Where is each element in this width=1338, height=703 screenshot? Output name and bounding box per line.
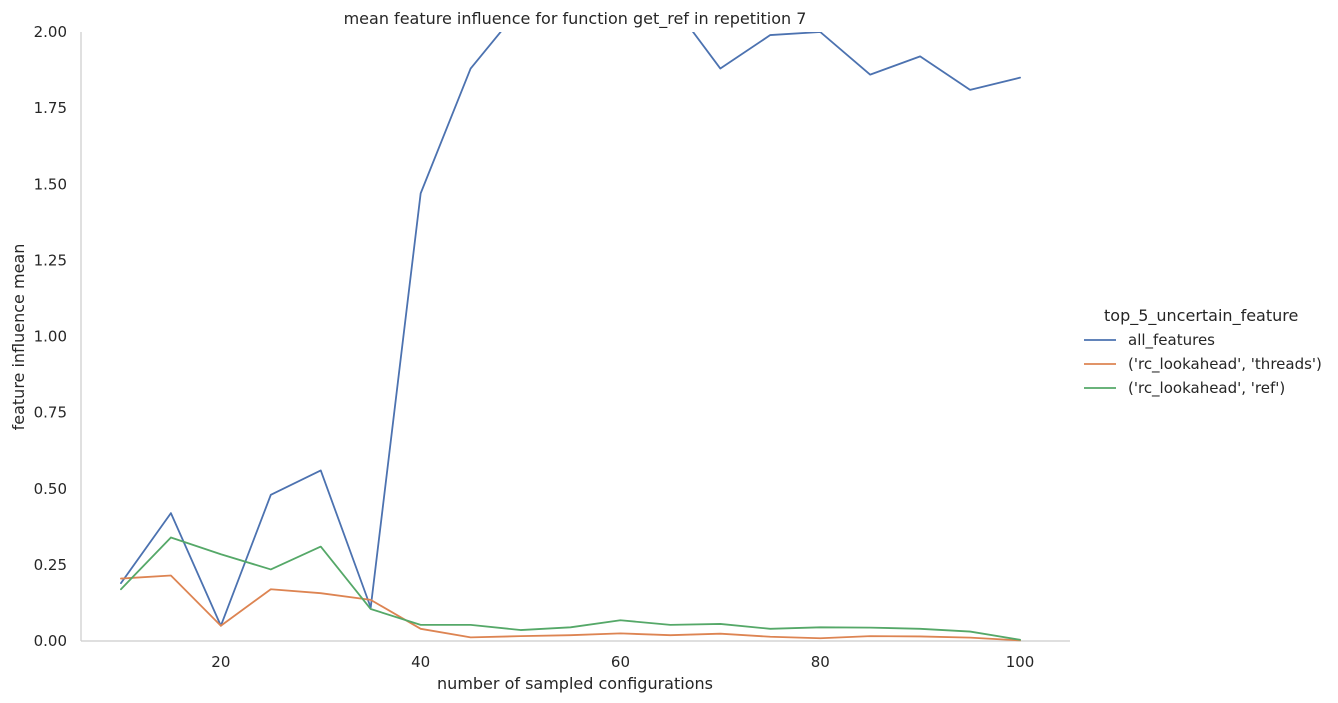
x-tick-label: 100 bbox=[1006, 653, 1035, 671]
y-tick-label: 0.25 bbox=[34, 556, 67, 574]
y-tick-label: 2.00 bbox=[34, 23, 67, 41]
y-tick-label: 1.50 bbox=[34, 175, 67, 193]
x-tick-label: 60 bbox=[611, 653, 630, 671]
series-line-2 bbox=[120, 536, 1021, 641]
legend-label: ('rc_lookahead', 'ref') bbox=[1128, 379, 1285, 398]
y-tick-label: 1.75 bbox=[34, 99, 67, 117]
x-tick-label: 40 bbox=[411, 653, 430, 671]
series-lines bbox=[120, 32, 1021, 642]
legend-label: ('rc_lookahead', 'threads') bbox=[1128, 355, 1322, 374]
x-axis-title: number of sampled configurations bbox=[437, 674, 713, 693]
legend-label: all_features bbox=[1128, 331, 1215, 350]
series-line-0 bbox=[120, 32, 1021, 627]
y-axis-ticks: 0.00 0.25 0.50 0.75 1.00 1.25 1.50 1.75 2.00 bbox=[34, 23, 67, 650]
series-line-1 bbox=[120, 574, 1021, 642]
y-axis-title: feature influence mean bbox=[9, 244, 28, 431]
y-tick-label: 1.25 bbox=[34, 251, 67, 269]
legend-title: top_5_uncertain_feature bbox=[1104, 306, 1298, 326]
chart-title: mean feature influence for function get_… bbox=[344, 9, 807, 29]
legend: top_5_uncertain_feature all_features ('rc… bbox=[1084, 306, 1322, 398]
x-tick-label: 80 bbox=[811, 653, 830, 671]
x-tick-label: 20 bbox=[211, 653, 230, 671]
y-tick-label: 0.00 bbox=[34, 632, 67, 650]
y-tick-label: 0.75 bbox=[34, 404, 67, 422]
y-tick-label: 1.00 bbox=[34, 328, 67, 346]
y-tick-label: 0.50 bbox=[34, 480, 67, 498]
x-axis-ticks: 20 40 60 80 100 bbox=[211, 653, 1034, 671]
